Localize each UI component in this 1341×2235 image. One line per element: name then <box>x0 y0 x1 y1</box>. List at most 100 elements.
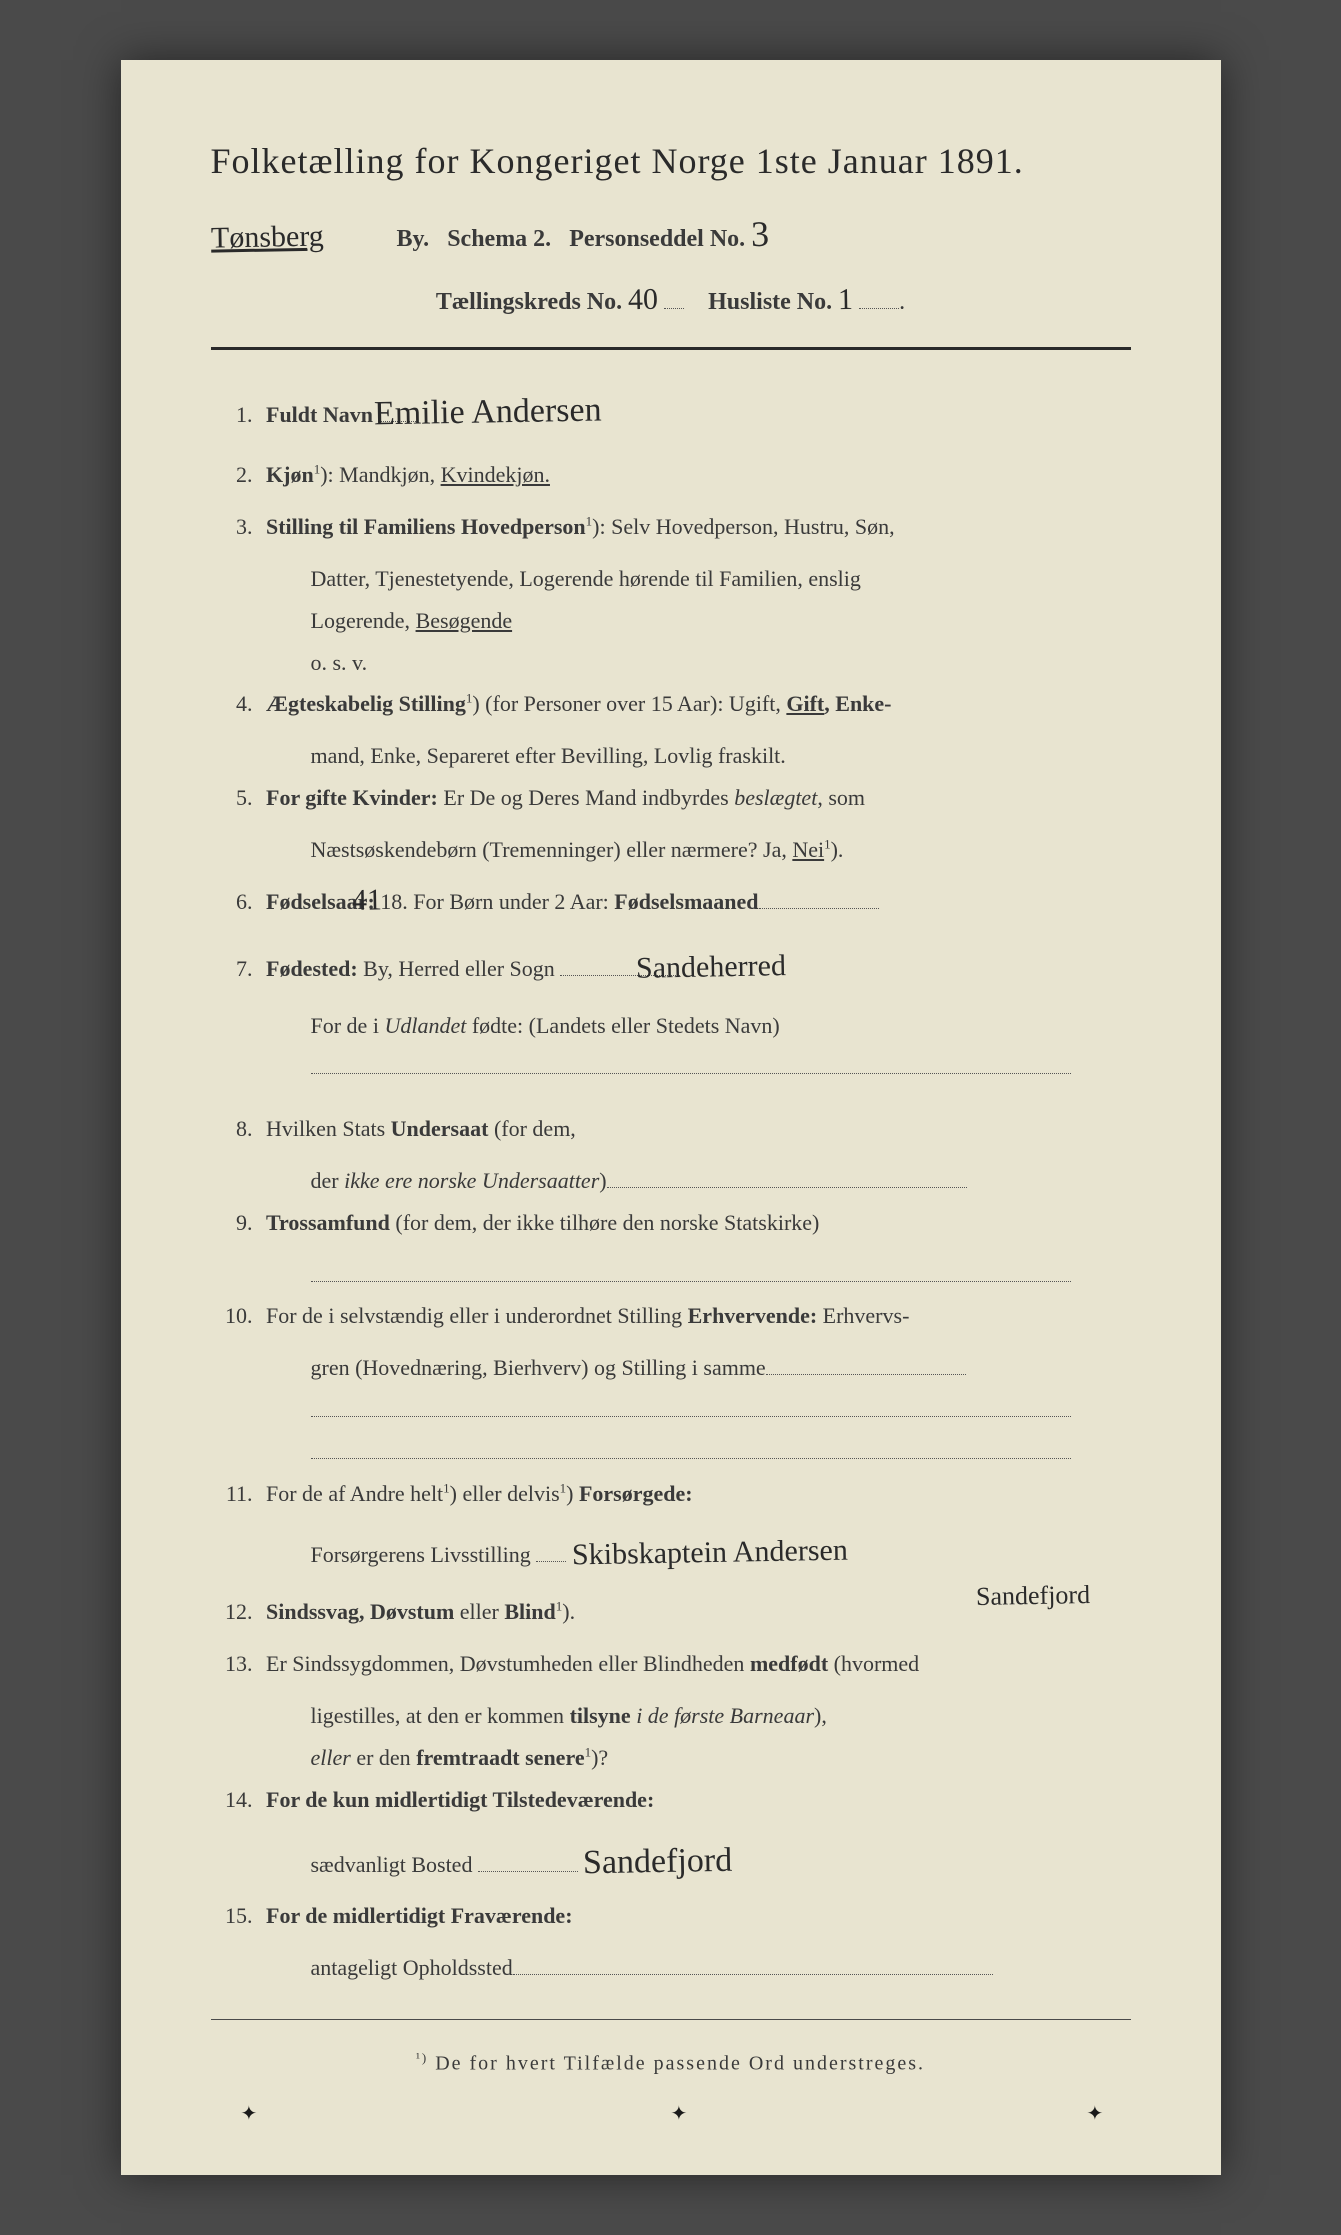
text-13a: Er Sindssygdommen, Døvstumheden eller Bl… <box>266 1651 750 1676</box>
item-2: 2. Kjøn1): Mandkjøn, Kvindekjøn. <box>211 454 1131 496</box>
num-5: 5. <box>211 777 253 819</box>
header-line-2: Tællingskreds No. 40 Husliste No. 1 . <box>211 283 1131 317</box>
header-line-1: Tønsberg By. Schema 2. Personseddel No. … <box>211 202 1131 267</box>
divider-top <box>211 347 1131 350</box>
num-1: 1. <box>211 394 253 436</box>
punch-hole-left: ✦ <box>241 2101 255 2115</box>
census-form-page: Folketælling for Kongeriget Norge 1ste J… <box>121 60 1221 2175</box>
num-6: 6. <box>211 881 253 923</box>
text-10a: For de i selvstændig eller i underordnet… <box>266 1303 688 1328</box>
item-10-dots2 <box>211 1431 1131 1473</box>
nei-underlined: Nei <box>792 837 824 862</box>
text-12b: eller <box>454 1599 504 1624</box>
item-3-cont2: Logerende, Besøgende <box>211 600 1131 642</box>
text-11b: ) eller delvis <box>450 1481 560 1506</box>
footnote-text: De for hvert Tilfælde passende Ord under… <box>435 2052 925 2074</box>
num-7: 7. <box>211 948 253 990</box>
num-12: 12. <box>211 1591 253 1633</box>
text-5g: ). <box>831 837 844 862</box>
item-1: 1. Fuldt Navn Emilie Andersen <box>211 380 1131 445</box>
text-7e: fødte: (Landets eller Stedets Navn) <box>466 1013 779 1038</box>
schema-label: Schema 2. <box>447 226 551 252</box>
text-14b: sædvanligt Bosted <box>311 1852 473 1877</box>
text-6c: . For Børn under 2 Aar: <box>402 889 614 914</box>
num-10: 10. <box>211 1295 253 1337</box>
item-5-cont: Næstsøskendebørn (Tremenninger) eller næ… <box>211 829 1131 871</box>
text-7d: Udlandet <box>384 1013 466 1038</box>
form-title: Folketælling for Kongeriget Norge 1ste J… <box>211 140 1131 182</box>
personseddel-no-handwritten: 3 <box>751 202 770 267</box>
item-10-dots1 <box>211 1389 1131 1431</box>
item-15: 15. For de midlertidigt Fraværende: <box>211 1895 1131 1937</box>
text-2b: ): Mandkjøn, <box>320 462 440 487</box>
text-8b: Undersaat <box>391 1116 489 1141</box>
kreds-no-handwritten: 40 <box>628 283 659 318</box>
text-3b: ): Selv Hovedperson, Hustru, Søn, <box>592 514 894 539</box>
item-11-cont: Forsørgerens Livsstilling Skibskaptein A… <box>211 1524 1131 1581</box>
text-5b: Er De og Deres Mand indbyrdes <box>438 785 734 810</box>
item-4: 4. Ægteskabelig Stilling1) (for Personer… <box>211 683 1131 725</box>
num-4: 4. <box>211 683 253 725</box>
item-3-cont3: o. s. v. <box>211 642 1131 684</box>
num-15: 15. <box>211 1895 253 1937</box>
punch-hole-right: ✦ <box>1087 2101 1101 2115</box>
text-13f: i de første Barneaar <box>631 1703 814 1728</box>
text-7c: For de i <box>311 1013 385 1038</box>
item-3-cont1: Datter, Tjenestetyende, Logerende hørend… <box>211 558 1131 600</box>
kvindekjon-underlined: Kvindekjøn. <box>441 462 550 487</box>
label-gifte-kvinder: For gifte Kvinder: <box>266 785 438 810</box>
text-8a: Hvilken Stats <box>266 1116 391 1141</box>
personseddel-label: Personseddel No. <box>569 226 745 252</box>
item-10: 10. For de i selvstændig eller i underor… <box>211 1295 1131 1337</box>
text-7b: By, Herred eller Sogn <box>358 956 555 981</box>
label-stilling: Stilling til Familiens Hovedperson <box>266 514 586 539</box>
text-13e: tilsyne <box>570 1703 631 1728</box>
label-fuldt-navn: Fuldt Navn <box>266 402 373 427</box>
num-13: 13. <box>211 1643 253 1685</box>
item-11: 11. For de af Andre helt1) eller delvis1… <box>211 1473 1131 1515</box>
text-4d: , Enke- <box>824 691 891 716</box>
by-label: By. <box>397 226 430 252</box>
text-8f: ) <box>599 1168 606 1193</box>
text-11a: For de af Andre helt <box>266 1481 443 1506</box>
text-13b: medfødt <box>750 1651 828 1676</box>
text-3d: Logerende, <box>311 608 416 633</box>
text-8d: der <box>311 1168 345 1193</box>
item-14: 14. For de kun midlertidigt Tilstedevære… <box>211 1779 1131 1821</box>
text-10d: gren (Hovednæring, Bierhverv) og Stillin… <box>311 1355 766 1380</box>
item-15-cont: antageligt Opholdssted <box>211 1947 1131 1989</box>
husliste-label: Husliste No. <box>708 289 832 315</box>
num-8: 8. <box>211 1108 253 1150</box>
text-14a: For de kun midlertidigt Tilstedeværende: <box>266 1787 654 1812</box>
text-6d: Fødselsmaaned <box>614 889 758 914</box>
gift-underlined: Gift <box>786 691 824 716</box>
text-13k: )? <box>591 1745 608 1770</box>
text-12a: Sindssvag, Døvstum <box>266 1599 454 1624</box>
provider-handwritten: Skibskaptein Andersen <box>571 1522 848 1584</box>
num-9: 9. <box>211 1202 253 1244</box>
text-10c: Erhvervs- <box>817 1303 909 1328</box>
text-13h: eller <box>311 1745 351 1770</box>
num-14: 14. <box>211 1779 253 1821</box>
item-14-cont: sædvanligt Bosted Sandefjord <box>211 1830 1131 1895</box>
text-5c: beslægtet <box>734 785 817 810</box>
text-15b: antageligt Opholdssted <box>311 1955 513 1980</box>
item-5: 5. For gifte Kvinder: Er De og Deres Man… <box>211 777 1131 819</box>
kreds-label: Tællingskreds No. <box>436 289 622 315</box>
item-13: 13. Er Sindssygdommen, Døvstumheden elle… <box>211 1643 1131 1685</box>
husliste-no-handwritten: 1 <box>838 283 854 317</box>
text-13c: (hvormed <box>828 1651 919 1676</box>
item-13-cont1: ligestilles, at den er kommen tilsyne i … <box>211 1695 1131 1737</box>
label-aegteskab: Ægteskabelig Stilling <box>266 691 466 716</box>
text-13g: ), <box>814 1703 827 1728</box>
text-13d: ligestilles, at den er kommen <box>311 1703 570 1728</box>
text-8c: (for dem, <box>488 1116 575 1141</box>
birthplace-handwritten: Sandeherred <box>685 937 786 996</box>
text-13i: er den <box>351 1745 416 1770</box>
item-12: 12. Sindssvag, Døvstum eller Blind1). <box>211 1591 1131 1633</box>
item-6: 6. Fødselsaar: 1841. For Børn under 2 Aa… <box>211 871 1131 928</box>
label-fodested: Fødested: <box>266 956 358 981</box>
item-3: 3. Stilling til Familiens Hovedperson1):… <box>211 506 1131 548</box>
item-8-cont: der ikke ere norske Undersaatter) <box>211 1160 1131 1202</box>
item-10-cont: gren (Hovednæring, Bierhverv) og Stillin… <box>211 1347 1131 1389</box>
